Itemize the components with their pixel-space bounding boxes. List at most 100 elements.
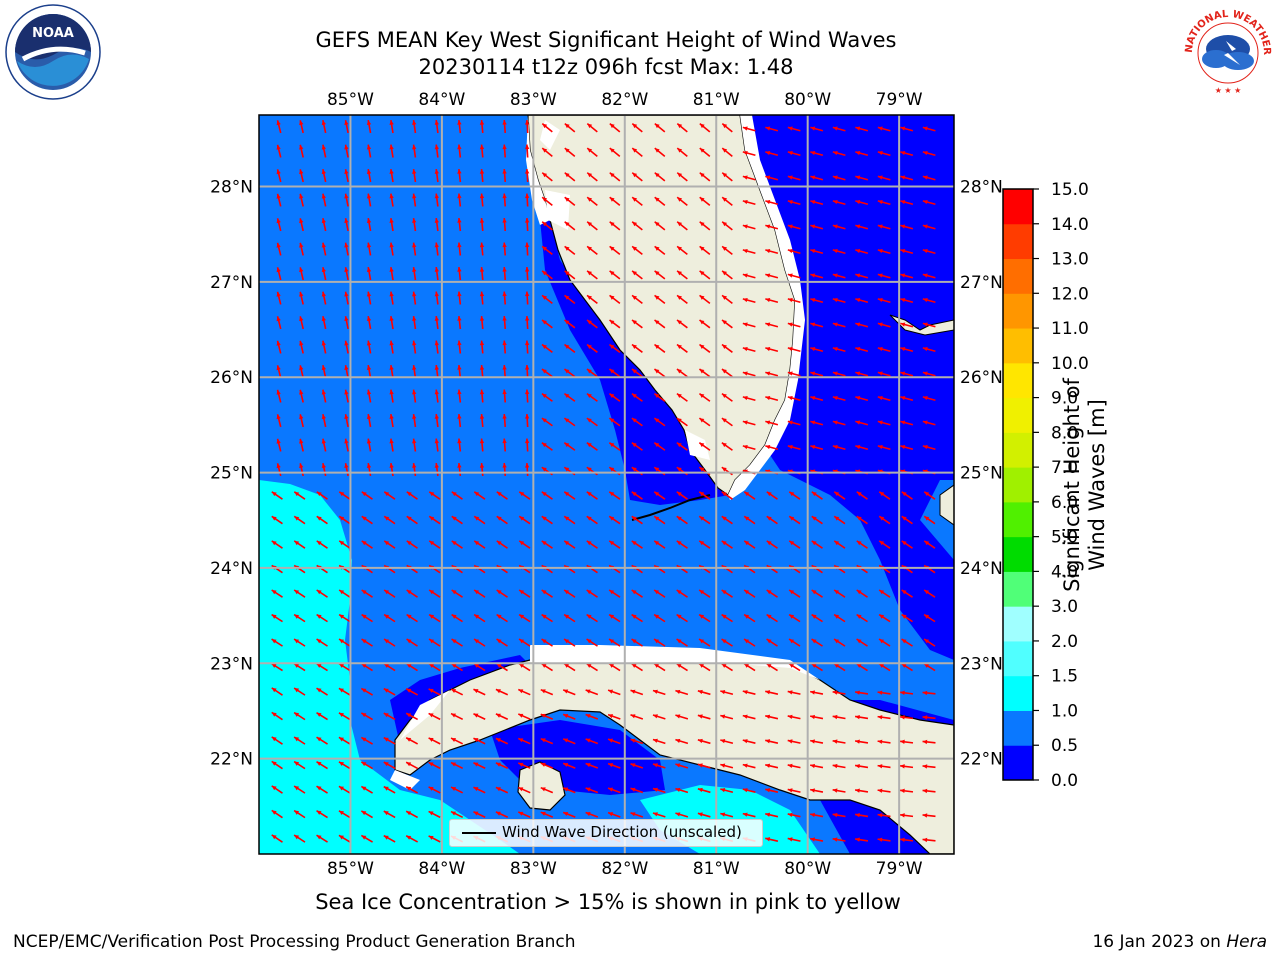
wave-arrow <box>428 712 441 721</box>
wave-arrow <box>502 144 507 158</box>
wave-arrow <box>721 368 733 378</box>
colorbar-tick-8: 6.0 <box>1051 493 1078 513</box>
wave-arrow <box>562 713 576 720</box>
wave-arrow <box>276 169 282 183</box>
wave-arrow <box>412 438 417 452</box>
wave-arrow <box>854 690 869 695</box>
wave-arrow <box>586 442 598 451</box>
wave-arrow <box>833 638 846 647</box>
wave-arrow <box>631 662 643 672</box>
wave-arrow <box>854 813 869 818</box>
wave-arrow <box>586 294 598 304</box>
wave-arrow <box>271 491 283 500</box>
wave-arrow <box>344 144 349 158</box>
wave-arrow <box>585 738 599 745</box>
wave-arrow <box>855 199 869 206</box>
wave-arrow <box>495 737 509 745</box>
wave-arrow <box>451 540 463 549</box>
wave-arrow <box>787 126 801 132</box>
wave-arrow <box>457 340 462 354</box>
wave-arrow <box>720 714 734 720</box>
wave-arrow <box>428 688 441 696</box>
wave-arrow <box>652 714 666 720</box>
wave-arrow <box>631 515 643 525</box>
wave-arrow <box>922 813 936 818</box>
wave-arrow <box>366 438 372 452</box>
wave-arrow <box>698 442 711 451</box>
wave-arrow <box>276 291 282 305</box>
wave-arrow <box>901 540 913 549</box>
lon-label-bottom-0: 85°W <box>327 859 374 879</box>
wave-arrow <box>832 175 846 181</box>
wave-arrow <box>428 786 441 794</box>
wave-arrow <box>721 540 733 549</box>
wave-arrow <box>742 150 756 157</box>
wave-arrow <box>412 266 417 281</box>
wave-arrow <box>525 144 530 158</box>
wave-arrow <box>434 291 439 305</box>
wave-arrow <box>765 812 779 818</box>
wave-arrow <box>316 761 328 770</box>
wave-arrow <box>518 762 531 769</box>
wave-arrow <box>855 224 869 230</box>
wave-arrow <box>787 812 801 818</box>
wave-arrow <box>698 589 711 598</box>
wave-arrow <box>321 316 327 330</box>
wave-arrow <box>496 515 508 525</box>
wave-arrow <box>810 444 824 451</box>
wave-arrow <box>389 414 394 428</box>
wave-arrow <box>787 714 801 720</box>
wave-arrow <box>316 589 328 598</box>
wave-arrow <box>609 343 621 353</box>
wave-arrow <box>366 463 372 477</box>
wave-arrow <box>299 389 304 403</box>
wave-arrow <box>450 688 464 696</box>
wave-arrow <box>720 788 734 794</box>
wave-arrow <box>810 150 824 157</box>
wave-arrow <box>271 662 283 672</box>
wave-arrow <box>518 491 531 500</box>
wave-arrow <box>406 589 418 598</box>
wave-arrow <box>877 764 891 769</box>
wave-arrow <box>900 199 914 206</box>
wave-arrow <box>900 224 914 230</box>
wave-arrow <box>389 218 394 232</box>
wave-arrow <box>344 218 349 232</box>
wave-arrow <box>608 417 621 427</box>
wave-arrow <box>810 739 824 744</box>
wave-arrow <box>631 122 643 133</box>
wave-arrow <box>479 119 485 134</box>
colorbar-swatch-14 <box>1003 258 1033 294</box>
wave-arrow <box>525 266 530 281</box>
wave-arrow <box>654 343 666 353</box>
wave-arrow <box>899 715 914 720</box>
wave-arrow <box>923 515 936 525</box>
wave-arrow <box>412 168 417 183</box>
wave-arrow <box>900 297 914 304</box>
wave-arrow <box>586 196 598 207</box>
wave-arrow <box>479 462 485 477</box>
wave-arrow <box>923 589 936 598</box>
wave-arrow <box>412 144 417 158</box>
lon-label-bottom-3: 82°W <box>601 859 648 879</box>
wave-arrow <box>832 812 846 818</box>
wave-arrow <box>383 761 396 770</box>
wave-arrow <box>630 787 644 794</box>
wave-arrow <box>742 126 756 132</box>
wave-arrow <box>652 812 666 818</box>
wave-arrow <box>525 291 530 305</box>
wave-arrow <box>406 515 418 525</box>
wave-arrow <box>450 786 464 794</box>
wave-arrow <box>698 392 711 402</box>
wave-arrow <box>271 809 283 819</box>
colorbar-swatch-9 <box>1003 432 1033 468</box>
wave-arrow <box>383 491 396 500</box>
wave-arrow <box>810 690 824 695</box>
wave-arrow <box>676 319 688 329</box>
wave-arrow <box>923 613 936 623</box>
wave-arrow <box>765 126 779 132</box>
wave-arrow <box>787 199 801 206</box>
colorbar-tick-3: 1.5 <box>1051 667 1078 687</box>
wave-arrow <box>721 343 733 353</box>
florida-keys <box>631 494 711 521</box>
